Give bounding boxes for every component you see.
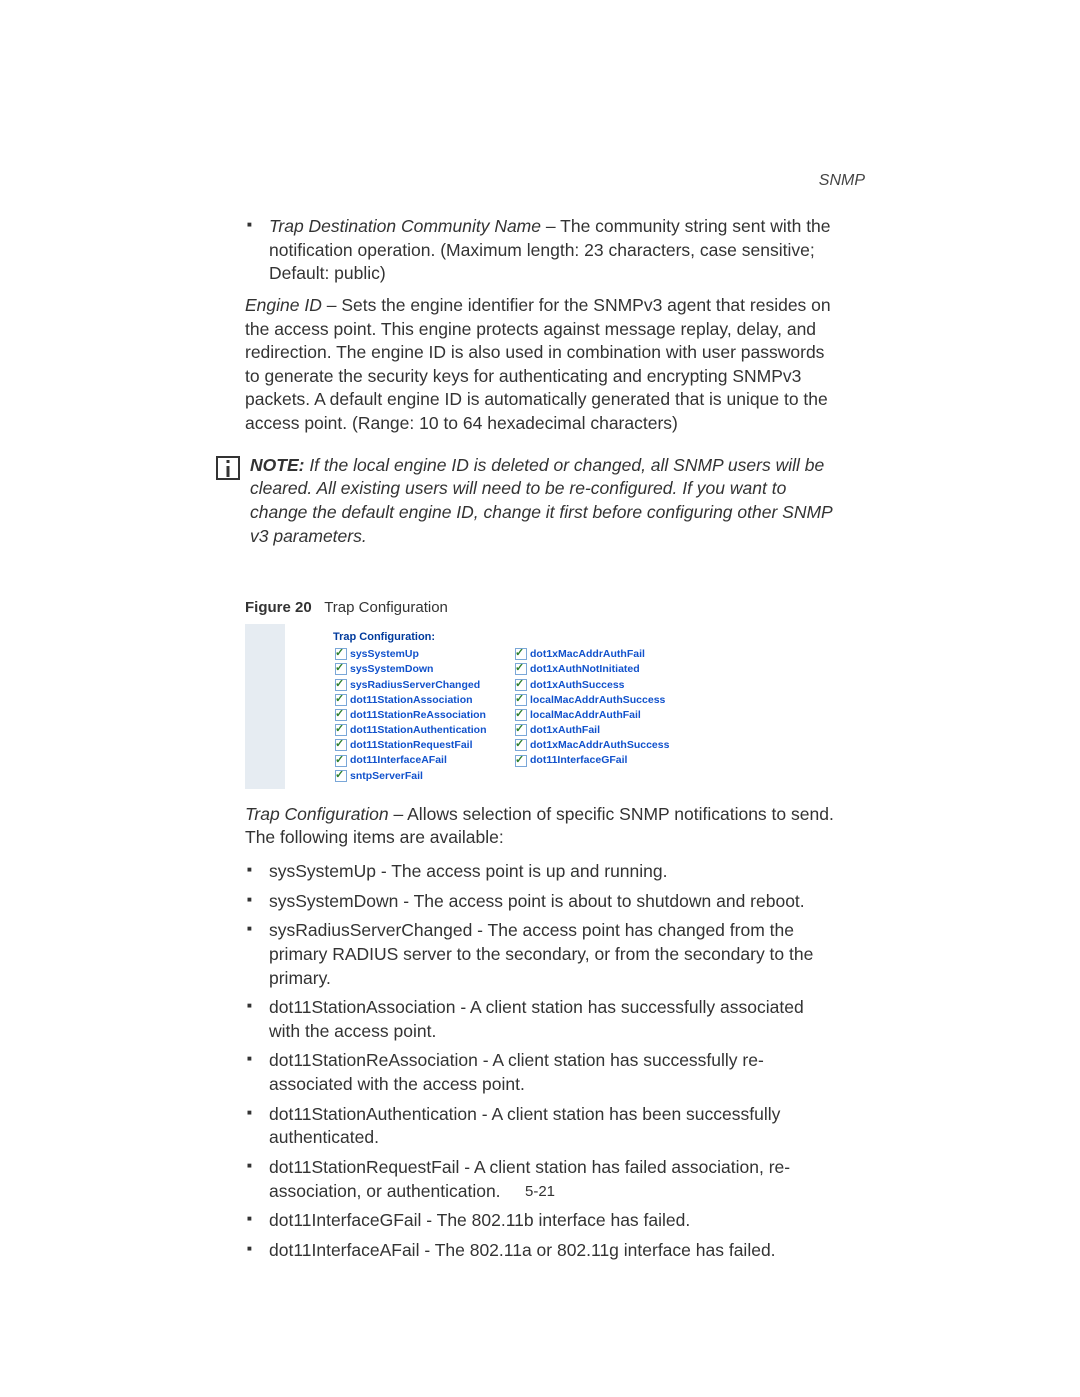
checkbox-item[interactable]: dot11InterfaceAFail <box>335 753 515 767</box>
checkbox-item[interactable]: dot11InterfaceGFail <box>515 753 693 767</box>
note-body: If the local engine ID is deleted or cha… <box>250 455 832 546</box>
checkbox-icon <box>335 709 347 721</box>
checkbox-icon <box>515 648 527 660</box>
checkbox-label: dot11StationRequestFail <box>350 738 473 752</box>
checkbox-item[interactable]: sntpServerFail <box>335 769 515 783</box>
checkbox-label: dot11StationReAssociation <box>350 708 486 722</box>
bullet-list-trap-dest: Trap Destination Community Name – The co… <box>245 215 835 286</box>
checkbox-label: dot11StationAuthentication <box>350 723 487 737</box>
figure-number: Figure 20 <box>245 599 312 616</box>
checkbox-item[interactable]: dot11StationAuthentication <box>335 723 515 737</box>
bullet-trap-dest: Trap Destination Community Name – The co… <box>269 215 835 286</box>
checkbox-item <box>515 769 693 783</box>
figure-title: Trap Configuration <box>324 599 448 616</box>
note-label: NOTE: <box>250 455 304 475</box>
checkbox-icon <box>515 694 527 706</box>
checkbox-label: dot1xAuthNotInitiated <box>530 662 640 676</box>
term-engine-id: Engine ID <box>245 295 322 315</box>
trap-conf-paragraph: Trap Configuration – Allows selection of… <box>245 803 835 850</box>
checkbox-icon <box>335 770 347 782</box>
trap-item: dot11InterfaceAFail - The 802.11a or 802… <box>269 1239 835 1263</box>
figure-caption: Figure 20 Trap Configuration <box>245 598 835 618</box>
checkbox-item[interactable]: dot1xMacAddrAuthFail <box>515 647 693 661</box>
checkbox-item[interactable]: dot11StationAssociation <box>335 693 515 707</box>
document-page: SNMP Trap Destination Community Name – T… <box>0 0 1080 1397</box>
note-text: NOTE: If the local engine ID is deleted … <box>250 454 836 549</box>
trap-item: dot11StationReAssociation - A client sta… <box>269 1049 835 1096</box>
checkbox-label: sysRadiusServerChanged <box>350 678 480 692</box>
checkbox-label: localMacAddrAuthSuccess <box>530 693 665 707</box>
info-icon <box>216 456 240 480</box>
checkbox-icon <box>515 724 527 736</box>
checkbox-icon <box>515 739 527 751</box>
checkbox-item[interactable]: dot1xMacAddrAuthSuccess <box>515 738 693 752</box>
checkbox-label: dot11InterfaceAFail <box>350 753 447 767</box>
checkbox-item[interactable]: sysSystemDown <box>335 662 515 676</box>
trap-item: sysSystemUp - The access point is up and… <box>269 860 835 884</box>
checkbox-item[interactable]: localMacAddrAuthSuccess <box>515 693 693 707</box>
checkbox-label: sysSystemUp <box>350 647 419 661</box>
engine-id-paragraph: Engine ID – Sets the engine identifier f… <box>245 294 835 436</box>
checkbox-icon <box>335 755 347 767</box>
trap-config-screenshot: Trap Configuration: sysSystemUp dot1xMacA… <box>245 624 705 788</box>
checkbox-icon <box>515 709 527 721</box>
checkbox-label: sntpServerFail <box>350 769 423 783</box>
trap-item-list: sysSystemUp - The access point is up and… <box>245 860 835 1262</box>
checkbox-label: dot11StationAssociation <box>350 693 473 707</box>
main-content: Trap Destination Community Name – The co… <box>245 215 835 436</box>
checkbox-label: dot11InterfaceGFail <box>530 753 627 767</box>
checkbox-icon <box>335 694 347 706</box>
checkbox-icon <box>515 679 527 691</box>
desc-engine-id: – Sets the engine identifier for the SNM… <box>245 295 831 433</box>
checkbox-item[interactable]: dot1xAuthNotInitiated <box>515 662 693 676</box>
term-trap-conf: Trap Configuration <box>245 804 389 824</box>
checkbox-icon <box>335 739 347 751</box>
checkbox-icon <box>335 663 347 675</box>
note-block: NOTE: If the local engine ID is deleted … <box>216 454 836 549</box>
checkbox-item[interactable]: dot11StationReAssociation <box>335 708 515 722</box>
content-after-note: Figure 20 Trap Configuration Trap Config… <box>245 598 835 1262</box>
checkbox-label: dot1xMacAddrAuthSuccess <box>530 738 669 752</box>
trap-item: dot11InterfaceGFail - The 802.11b interf… <box>269 1209 835 1233</box>
screenshot-grid: sysSystemUp dot1xMacAddrAuthFail sysSystem… <box>335 647 693 783</box>
checkbox-label: localMacAddrAuthFail <box>530 708 641 722</box>
checkbox-label: dot1xMacAddrAuthFail <box>530 647 645 661</box>
trap-item: dot11StationAuthentication - A client st… <box>269 1103 835 1150</box>
screenshot-title: Trap Configuration: <box>333 630 693 645</box>
checkbox-icon <box>335 648 347 660</box>
checkbox-item[interactable]: localMacAddrAuthFail <box>515 708 693 722</box>
checkbox-item[interactable]: dot1xAuthFail <box>515 723 693 737</box>
checkbox-item[interactable]: dot11StationRequestFail <box>335 738 515 752</box>
header-section-label: SNMP <box>819 170 865 192</box>
checkbox-label: dot1xAuthFail <box>530 723 600 737</box>
trap-item: sysRadiusServerChanged - The access poin… <box>269 919 835 990</box>
checkbox-icon <box>515 755 527 767</box>
checkbox-item[interactable]: sysSystemUp <box>335 647 515 661</box>
checkbox-icon <box>335 679 347 691</box>
trap-item: dot11StationAssociation - A client stati… <box>269 996 835 1043</box>
checkbox-icon <box>515 663 527 675</box>
checkbox-item[interactable]: dot1xAuthSuccess <box>515 678 693 692</box>
trap-item: sysSystemDown - The access point is abou… <box>269 890 835 914</box>
term-trap-dest: Trap Destination Community Name <box>269 216 541 236</box>
checkbox-item[interactable]: sysRadiusServerChanged <box>335 678 515 692</box>
page-number: 5-21 <box>0 1182 1080 1202</box>
checkbox-label: sysSystemDown <box>350 662 433 676</box>
checkbox-label: dot1xAuthSuccess <box>530 678 625 692</box>
checkbox-icon <box>335 724 347 736</box>
